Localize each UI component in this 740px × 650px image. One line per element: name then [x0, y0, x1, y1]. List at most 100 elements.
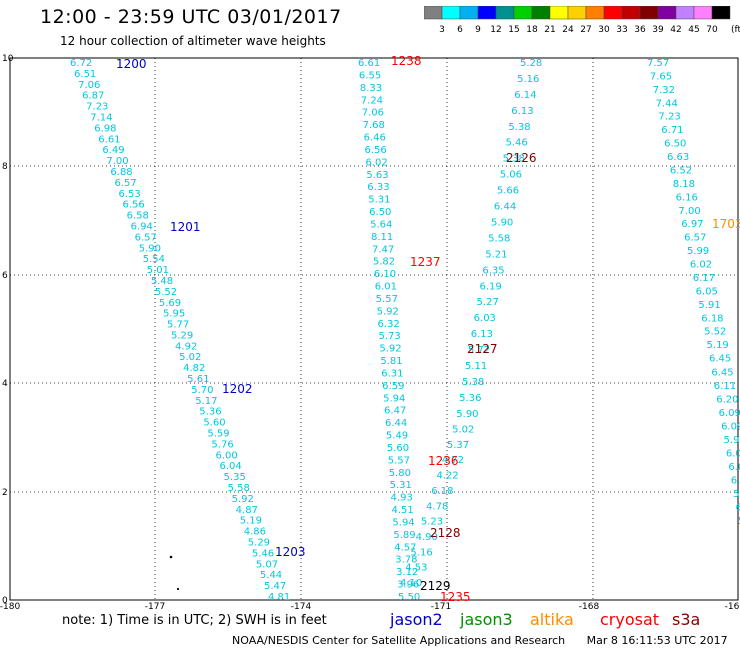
wave-height-label: 4.57 — [394, 542, 416, 553]
wave-height-label: 5.38 — [503, 154, 525, 165]
wave-height-label: 5.48 — [151, 276, 173, 287]
wave-height-label: 5.92 — [232, 494, 254, 505]
wave-height-label: 6.44 — [385, 418, 407, 429]
wave-height-label: 6.0 — [736, 502, 740, 513]
wave-height-label: 6.00 — [215, 450, 237, 461]
wave-height-label: 5.31 — [390, 480, 412, 491]
x-tick-label: -177 — [145, 602, 165, 610]
wave-height-label: 6.50 — [369, 207, 391, 218]
x-axis-ticks: -180 -177 -174 -171 -168 -16 — [0, 602, 740, 610]
wave-height-label: 5.27 — [477, 297, 499, 308]
wave-height-label: 6.46 — [364, 133, 386, 144]
wave-height-label: 5.92 — [379, 344, 401, 355]
y-tick-label: 4 — [2, 379, 8, 389]
wave-height-label: 5.52 — [704, 327, 726, 338]
wave-height-label: 6.33 — [367, 182, 389, 193]
legend-label: 3 — [439, 25, 445, 35]
altimeter-tracks: 6.726.517.066.877.237.146.986.616.497.00… — [70, 58, 740, 603]
y-tick-label: 0 — [2, 596, 8, 606]
pass-time-label: 1200 — [116, 57, 147, 71]
wave-height-label: 4.82 — [183, 363, 205, 374]
wave-height-label: 4.86 — [244, 527, 266, 538]
pass-time-label: 1237 — [410, 255, 441, 269]
time-labels: 1200 1201 1202 1203 1238 1237 1236 1235 2126 2127… — [116, 54, 740, 604]
wave-height-label: 6.50 — [664, 139, 686, 150]
wave-height-label: 3.78 — [395, 555, 417, 566]
wave-height-label: 5.52 — [155, 287, 177, 298]
wave-height-label: 5.95 — [163, 309, 185, 320]
legend-label: 15 — [508, 25, 519, 35]
legend-label: 39 — [652, 25, 664, 35]
wave-height-label: 5.57 — [388, 455, 410, 466]
pass-time-label: 2126 — [506, 151, 537, 165]
wave-height-label: 5.38 — [508, 122, 530, 133]
wave-height-label: 7.06 — [362, 108, 384, 119]
wave-height-label: 3.12 — [396, 567, 418, 578]
wave-height-label: 5.95 — [723, 435, 740, 446]
wave-height-label: 7.24 — [361, 95, 383, 106]
wave-height-label: 4.53 — [405, 563, 427, 574]
wave-height-label: 6.63 — [667, 152, 689, 163]
wave-height-label: 6.11 — [714, 381, 736, 392]
wave-height-label: 5.28 — [520, 58, 542, 69]
wave-height-label: 6.61 — [98, 134, 120, 145]
wave-height-label: 5.59 — [207, 429, 229, 440]
wave-height-label: 8.11 — [371, 232, 393, 243]
plot-frame — [9, 57, 739, 601]
wave-height-label: 5.21 — [485, 249, 507, 260]
wave-height-label: 4.92 — [175, 341, 197, 352]
wave-height-label: 4.81 — [268, 592, 290, 603]
wave-height-label: 5.60 — [203, 418, 225, 429]
legend-label: 12 — [490, 25, 501, 35]
wave-height-label: 5.46 — [252, 548, 274, 559]
wave-height-label: 6.18 — [431, 486, 453, 497]
wave-height-label: 6.17 — [693, 273, 715, 284]
satellite-jason2: jason2 — [390, 610, 443, 629]
wave-height-label: 6.01 — [726, 448, 740, 459]
pass-time-label: 1203 — [275, 545, 306, 559]
y-tick-label: 6 — [2, 271, 8, 281]
y-tick-label: 10 — [2, 54, 14, 64]
wave-height-label: 6.04 — [220, 461, 242, 472]
wave-height-label: 5.69 — [159, 298, 181, 309]
wave-height-label: 5.60 — [387, 443, 409, 454]
wave-height-label: 5.63 — [366, 170, 388, 181]
wave-height-label: 6.20 — [716, 394, 738, 405]
wave-height-label: 6.59 — [382, 381, 404, 392]
data-dot — [169, 555, 173, 559]
legend-label: 9 — [475, 25, 481, 35]
y-tick-label: 2 — [2, 488, 8, 498]
legend-unit: (ft) — [731, 25, 740, 35]
wave-height-label: 5.47 — [264, 581, 286, 592]
wave-height-label: 3.96 — [397, 580, 419, 591]
legend-label: 70 — [706, 25, 718, 35]
wave-height-label: 5.82 — [373, 257, 395, 268]
wave-height-label: 5.94 — [383, 393, 405, 404]
wave-height-label: 4.10 — [400, 578, 422, 589]
wave-height-label: 5.23 — [421, 517, 443, 528]
wave-height-label: 7.44 — [656, 98, 678, 109]
legend-label: 45 — [688, 25, 699, 35]
y-tick-label: 8 — [2, 162, 8, 172]
wave-height-label: 5.94 — [392, 517, 414, 528]
pass-time-label: 1238 — [391, 54, 422, 68]
wave-height-label: 5.31 — [368, 195, 390, 206]
wave-height-label: 5.06 — [500, 170, 522, 181]
pass-time-label: 2127 — [467, 342, 498, 356]
wave-height-label: 6.57 — [684, 233, 706, 244]
wave-height-label: 5.44 — [260, 570, 282, 581]
legend-label: 33 — [616, 25, 627, 35]
x-tick-label: -174 — [291, 602, 312, 610]
legend-swatch — [711, 6, 731, 20]
wave-height-label: 5.02 — [452, 425, 474, 436]
wave-height-label: 6.10 — [374, 269, 396, 280]
wave-height-label: 6.47 — [384, 406, 406, 417]
footer-credit: NOAA/NESDIS Center for Satellite Applica… — [232, 634, 740, 647]
legend-label: 36 — [634, 25, 646, 35]
wave-height-label: 6.56 — [365, 145, 387, 156]
wave-height-label: 5.92 — [377, 306, 399, 317]
wave-height-label: 5.16 — [410, 547, 432, 558]
wave-height-label: 5.90 — [456, 409, 478, 420]
wave-height-label: 6.14 — [514, 90, 536, 101]
